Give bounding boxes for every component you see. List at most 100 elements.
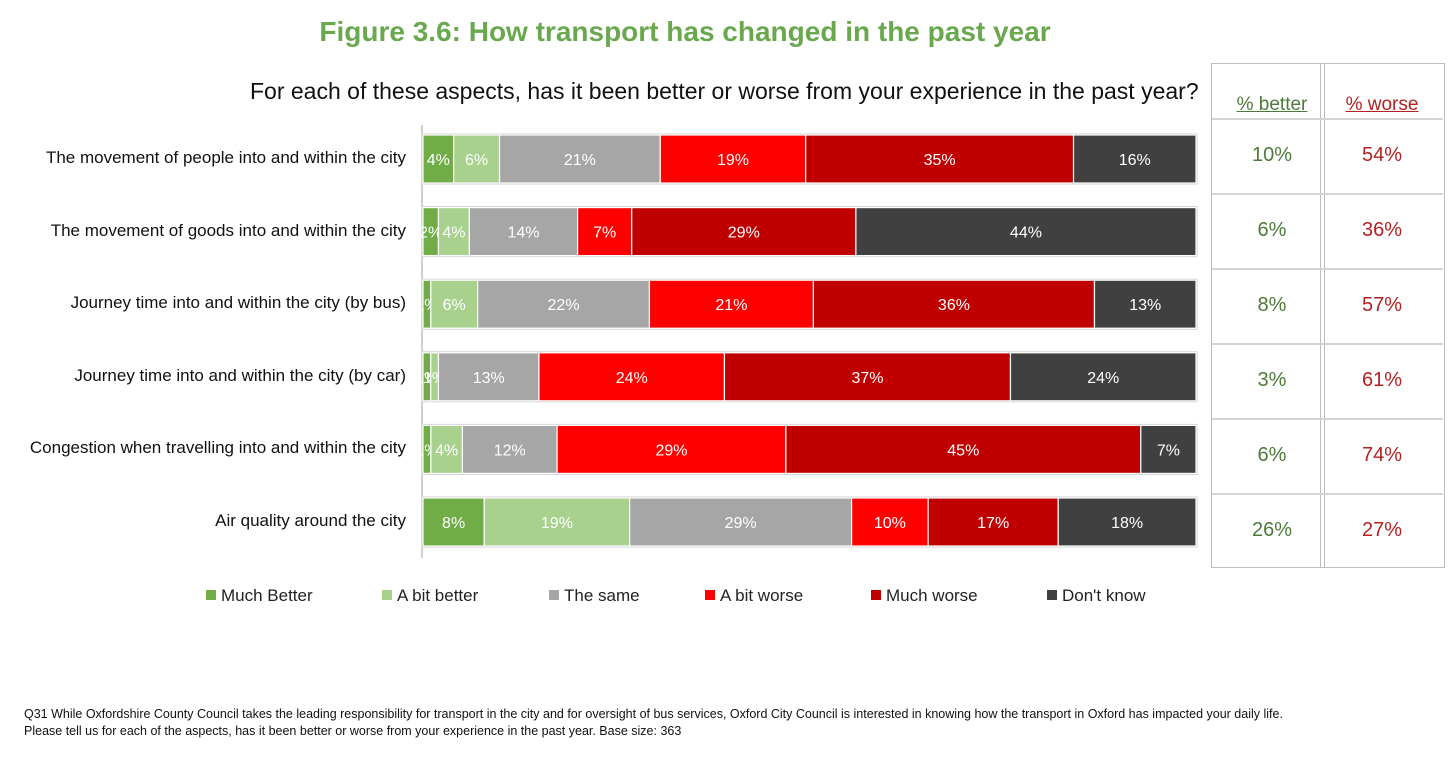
data-label: 29% — [728, 225, 760, 242]
legend-item: Much Better — [206, 586, 313, 606]
data-label: 16% — [1119, 152, 1151, 169]
bar-segment — [850, 497, 929, 547]
legend-swatch — [1047, 590, 1057, 600]
data-label: 19% — [717, 152, 749, 169]
bar-segment — [437, 352, 540, 402]
data-label: 12% — [494, 442, 526, 459]
legend-label: A bit worse — [720, 586, 804, 605]
bar-segment — [785, 424, 1142, 474]
bar-segment — [468, 207, 579, 257]
category-label: Journey time into and within the city (b… — [70, 293, 406, 313]
worse-value: 36% — [1361, 219, 1403, 241]
footnote: Q31 While Oxfordshire County Council tak… — [24, 706, 1283, 740]
data-label: 35% — [924, 152, 956, 169]
bar-segment — [461, 424, 558, 474]
better-value: 6% — [1257, 219, 1287, 241]
data-label: 45% — [947, 442, 979, 459]
legend-item: Much worse — [871, 586, 978, 606]
better-value: 10% — [1251, 144, 1293, 166]
better-header: % better — [1236, 94, 1308, 115]
legend-swatch — [549, 590, 559, 600]
data-label: 2% — [419, 225, 442, 242]
better-value: 26% — [1251, 519, 1293, 541]
bar-outline — [421, 278, 1198, 330]
worse-value: 61% — [1361, 369, 1403, 391]
data-label: 4% — [442, 225, 465, 242]
data-label: 22% — [548, 297, 580, 314]
bar-segment — [629, 497, 853, 547]
data-label: 13% — [1129, 297, 1161, 314]
data-label: 24% — [1087, 370, 1119, 387]
bar-segment — [659, 134, 807, 184]
legend-label: Don't know — [1062, 586, 1146, 605]
data-label: 18% — [1111, 515, 1143, 532]
category-label: The movement of goods into and within th… — [50, 220, 406, 240]
legend-item: A bit worse — [705, 586, 803, 606]
bar-segment — [1057, 497, 1197, 547]
bar-segment — [1072, 134, 1197, 184]
data-label: 21% — [715, 297, 747, 314]
bar-segment — [422, 497, 485, 547]
data-label: 6% — [443, 297, 466, 314]
footnote-line-2: Please tell us for each of the aspects, … — [24, 724, 682, 738]
bar-segment — [812, 279, 1096, 329]
table-row-divider — [1212, 418, 1443, 420]
bar-segment — [1140, 424, 1197, 474]
data-label: 4% — [427, 152, 450, 169]
bar-segment — [855, 207, 1197, 257]
bar-segment — [538, 352, 726, 402]
table-column-divider — [1320, 63, 1325, 568]
bar-segment — [648, 279, 815, 329]
worse-value: 74% — [1361, 444, 1403, 466]
bar-segment — [498, 134, 661, 184]
better-value: 8% — [1257, 294, 1287, 316]
data-label: 37% — [851, 370, 883, 387]
legend-swatch — [871, 590, 881, 600]
bar-outline — [421, 351, 1198, 403]
category-label: Air quality around the city — [215, 511, 406, 530]
worse-value: 54% — [1361, 144, 1403, 166]
legend-label: The same — [564, 586, 640, 605]
table-row-divider — [1212, 193, 1443, 195]
data-label: 21% — [564, 152, 596, 169]
worse-value: 27% — [1361, 519, 1403, 541]
data-label: 7% — [1157, 442, 1180, 459]
legend-item: Don't know — [1047, 586, 1146, 606]
legend-swatch — [705, 590, 715, 600]
bar-segment — [437, 207, 470, 257]
data-label: 24% — [616, 370, 648, 387]
data-label: 17% — [977, 515, 1009, 532]
bar-segment — [430, 279, 479, 329]
data-label: 7% — [593, 225, 616, 242]
table-row-divider — [1212, 268, 1443, 270]
data-label: 19% — [541, 515, 573, 532]
legend-label: Much worse — [886, 586, 978, 605]
bar-outline — [421, 206, 1198, 258]
table-row-divider — [1212, 493, 1443, 495]
worse-header: % worse — [1345, 94, 1419, 115]
category-label: Journey time into and within the city (b… — [74, 365, 406, 385]
better-value: 3% — [1257, 369, 1287, 391]
data-label: 13% — [473, 370, 505, 387]
data-label: 14% — [507, 225, 539, 242]
category-label: Congestion when travelling into and with… — [29, 438, 406, 458]
bar-outline — [421, 496, 1198, 548]
summary-table — [1211, 63, 1445, 568]
bar-segment — [556, 424, 787, 474]
chart-title: Figure 3.6: How transport has changed in… — [319, 16, 1051, 47]
bar-outline — [421, 133, 1198, 185]
legend-label: Much Better — [221, 586, 313, 605]
worse-value: 57% — [1361, 294, 1403, 316]
bar-segment — [453, 134, 501, 184]
data-label: 29% — [655, 442, 687, 459]
table-row-divider — [1212, 343, 1443, 345]
data-label: 4% — [435, 442, 458, 459]
bar-segment — [1009, 352, 1197, 402]
bar-outline — [421, 423, 1198, 475]
legend-swatch — [206, 590, 216, 600]
category-label: The movement of people into and within t… — [45, 148, 406, 167]
footnote-line-1: Q31 While Oxfordshire County Council tak… — [24, 707, 1283, 721]
data-label: 29% — [725, 515, 757, 532]
better-value: 6% — [1257, 444, 1287, 466]
